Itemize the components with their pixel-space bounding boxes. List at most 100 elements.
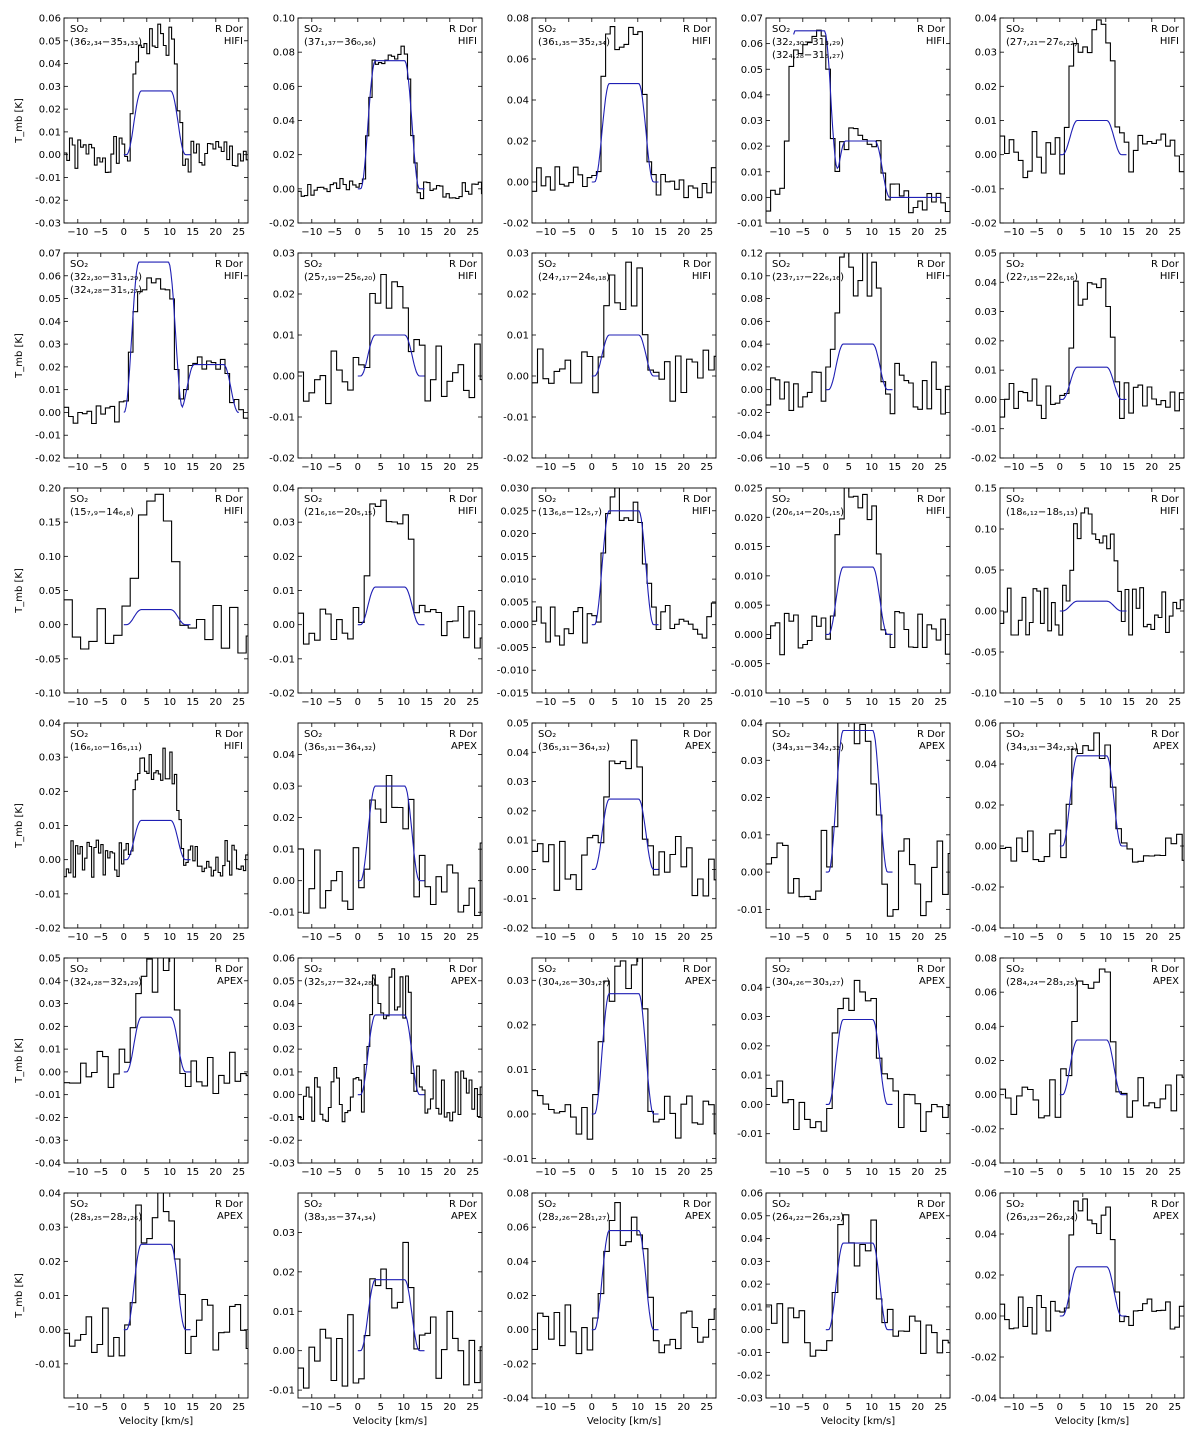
x-tick-label: 5 — [612, 932, 618, 943]
plot-frame — [765, 722, 951, 929]
y-tick-label: 0.04 — [741, 983, 763, 994]
y-tick-label: 0.00 — [741, 193, 763, 204]
x-tick-label: 20 — [1145, 462, 1158, 473]
instrument-label: HIFI — [224, 506, 243, 517]
y-tick-label: 0.010 — [500, 575, 529, 586]
y-axis-title: T_mb [K] — [14, 333, 25, 379]
x-tick-label: 20 — [209, 697, 222, 708]
x-tick-label: 0 — [121, 1402, 127, 1413]
transition-label: (27₇,₂₁−27₆,₂₂) — [1006, 37, 1078, 48]
x-tick-label: 20 — [1145, 1402, 1158, 1413]
panel-26: −10 −5 0 5 10 15 20 25 0.04 0.03 0.02 0.01 0.00 -0.01… — [14, 1189, 249, 1427]
y-tick-label: -0.04 — [971, 1394, 997, 1405]
plot-frame — [297, 957, 483, 1164]
y-tick-label: -0.01 — [737, 219, 763, 230]
y-tick-label: 0.000 — [734, 630, 763, 641]
y-tick-label: 0.04 — [39, 719, 61, 730]
x-tick-label: 5 — [612, 227, 618, 238]
x-tick-label: 10 — [865, 227, 878, 238]
x-tick-label: 0 — [823, 1402, 829, 1413]
panel-10: −10 −5 0 5 10 15 20 25 0.05 0.04 0.03 0.02 0.01 0.00 -… — [971, 249, 1185, 473]
y-tick-label: -0.01 — [269, 1386, 295, 1397]
y-tick-label: 0.02 — [39, 1257, 61, 1268]
x-tick-label: 0 — [1057, 697, 1063, 708]
y-tick-label: 0.05 — [39, 586, 61, 597]
x-tick-label: 0 — [355, 1167, 361, 1178]
y-tick-label: -0.005 — [497, 643, 529, 654]
y-tick-label: 0.02 — [273, 1045, 295, 1056]
y-tick-label: 0.03 — [273, 249, 295, 260]
y-tick-label: 0.00 — [741, 385, 763, 396]
x-tick-label: −10 — [769, 462, 790, 473]
x-tick-label: 25 — [232, 1402, 245, 1413]
y-tick-label: 0.00 — [39, 1067, 61, 1078]
instrument-label: HIFI — [224, 271, 243, 282]
x-tick-label: −5 — [561, 1402, 576, 1413]
model-spectrum — [591, 510, 659, 626]
x-tick-label: −10 — [67, 932, 88, 943]
x-tick-label: 10 — [397, 227, 410, 238]
x-tick-label: −10 — [1003, 1402, 1024, 1413]
x-tick-label: 15 — [654, 462, 667, 473]
star-label: R Dor — [683, 964, 712, 975]
y-tick-label: -0.10 — [35, 689, 61, 700]
model-spectrum — [357, 586, 425, 626]
y-tick-label: 0.020 — [500, 529, 529, 540]
x-tick-label: 10 — [1099, 1402, 1112, 1413]
panel-30: −10 −5 0 5 10 15 20 25 0.06 0.04 0.02 0.00 -0.02 -0.0… — [971, 1189, 1185, 1427]
star-label: R Dor — [449, 24, 478, 35]
y-tick-label: 0.10 — [975, 525, 997, 536]
x-tick-label: 10 — [1099, 1167, 1112, 1178]
model-spectrum — [123, 609, 191, 626]
x-tick-label: −5 — [795, 1402, 810, 1413]
y-tick-label: 0.005 — [734, 601, 763, 612]
x-tick-label: 0 — [823, 462, 829, 473]
y-tick-label: 0.05 — [273, 976, 295, 987]
x-tick-label: 5 — [378, 932, 384, 943]
y-tick-label: 0.02 — [507, 1020, 529, 1031]
x-tick-label: 15 — [1122, 462, 1135, 473]
y-tick-label: 0.02 — [975, 82, 997, 93]
transition-label-2: (32₄,₂₈−31₅,₂₇) — [772, 50, 844, 61]
y-tick-label: -0.01 — [35, 173, 61, 184]
panel-18: −10 −5 0 5 10 15 20 25 0.05 0.04 0.03 0.02 0.01 0.00 -… — [503, 719, 717, 943]
y-tick-label: 0.02 — [507, 1291, 529, 1302]
x-tick-label: 20 — [677, 1402, 690, 1413]
y-tick-label: -0.02 — [737, 408, 763, 419]
x-tick-label: 10 — [631, 462, 644, 473]
x-tick-label: 20 — [911, 1167, 924, 1178]
x-tick-label: 25 — [934, 462, 947, 473]
panel-15: −10 −5 0 5 10 15 20 25 0.15 0.10 0.05 0.00 -0.05 -0.1… — [971, 484, 1185, 708]
x-tick-label: 25 — [934, 1402, 947, 1413]
y-tick-label: 0.04 — [741, 90, 763, 101]
y-tick-label: -0.01 — [503, 894, 529, 905]
x-tick-label: 20 — [1145, 697, 1158, 708]
y-tick-label: 0.05 — [975, 249, 997, 260]
x-tick-label: −5 — [795, 932, 810, 943]
model-spectrum — [1059, 755, 1127, 847]
x-tick-label: 5 — [144, 1167, 150, 1178]
x-tick-label: 20 — [677, 697, 690, 708]
x-tick-label: 5 — [378, 227, 384, 238]
y-tick-label: 0.05 — [741, 1211, 763, 1222]
y-tick-label: 0.015 — [734, 542, 763, 553]
transition-label: (38₃,₃₅−37₄,₃₄) — [304, 1212, 376, 1223]
observed-spectrum — [64, 493, 248, 654]
molecule-label: SO₂ — [304, 1199, 322, 1210]
x-tick-label: −10 — [535, 462, 556, 473]
y-tick-label: 0.01 — [741, 830, 763, 841]
star-label: R Dor — [215, 494, 244, 505]
x-tick-label: 10 — [397, 462, 410, 473]
x-tick-label: 10 — [163, 227, 176, 238]
x-tick-label: 5 — [1080, 462, 1086, 473]
star-label: R Dor — [917, 1199, 946, 1210]
y-tick-label: 0.02 — [741, 142, 763, 153]
y-tick-label: 0.02 — [507, 290, 529, 301]
x-tick-label: 25 — [1168, 1167, 1181, 1178]
x-tick-label: 15 — [888, 227, 901, 238]
y-tick-label: 0.02 — [273, 290, 295, 301]
x-tick-label: 25 — [232, 932, 245, 943]
y-tick-label: -0.005 — [731, 659, 763, 670]
x-tick-label: −5 — [327, 697, 342, 708]
x-tick-label: −10 — [1003, 227, 1024, 238]
